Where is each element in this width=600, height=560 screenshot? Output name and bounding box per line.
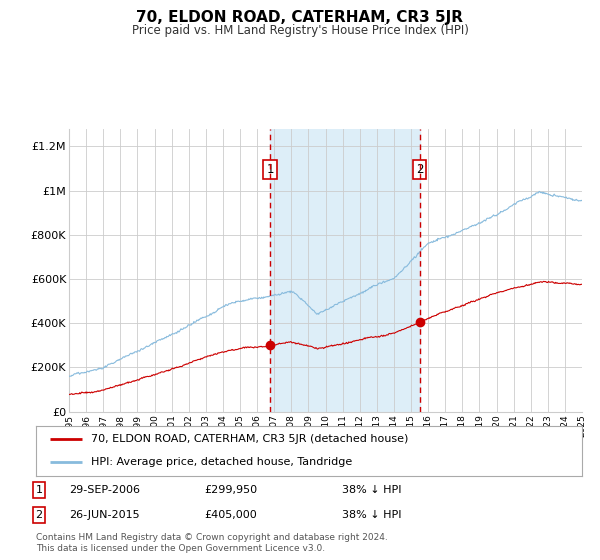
Text: Price paid vs. HM Land Registry's House Price Index (HPI): Price paid vs. HM Land Registry's House … bbox=[131, 24, 469, 36]
Text: HPI: Average price, detached house, Tandridge: HPI: Average price, detached house, Tand… bbox=[91, 458, 352, 468]
Text: 29-SEP-2006: 29-SEP-2006 bbox=[69, 485, 140, 495]
Text: 70, ELDON ROAD, CATERHAM, CR3 5JR (detached house): 70, ELDON ROAD, CATERHAM, CR3 5JR (detac… bbox=[91, 434, 408, 444]
Text: 70, ELDON ROAD, CATERHAM, CR3 5JR: 70, ELDON ROAD, CATERHAM, CR3 5JR bbox=[137, 10, 464, 25]
Text: This data is licensed under the Open Government Licence v3.0.: This data is licensed under the Open Gov… bbox=[36, 544, 325, 553]
Text: 38% ↓ HPI: 38% ↓ HPI bbox=[342, 510, 401, 520]
Bar bbox=[270, 129, 419, 412]
Text: 2: 2 bbox=[416, 164, 424, 176]
Text: 2: 2 bbox=[35, 510, 43, 520]
Text: £299,950: £299,950 bbox=[204, 485, 257, 495]
Text: 26-JUN-2015: 26-JUN-2015 bbox=[69, 510, 140, 520]
Text: 1: 1 bbox=[35, 485, 43, 495]
Text: Contains HM Land Registry data © Crown copyright and database right 2024.: Contains HM Land Registry data © Crown c… bbox=[36, 533, 388, 542]
Text: £405,000: £405,000 bbox=[204, 510, 257, 520]
Text: 38% ↓ HPI: 38% ↓ HPI bbox=[342, 485, 401, 495]
Text: 1: 1 bbox=[266, 164, 274, 176]
